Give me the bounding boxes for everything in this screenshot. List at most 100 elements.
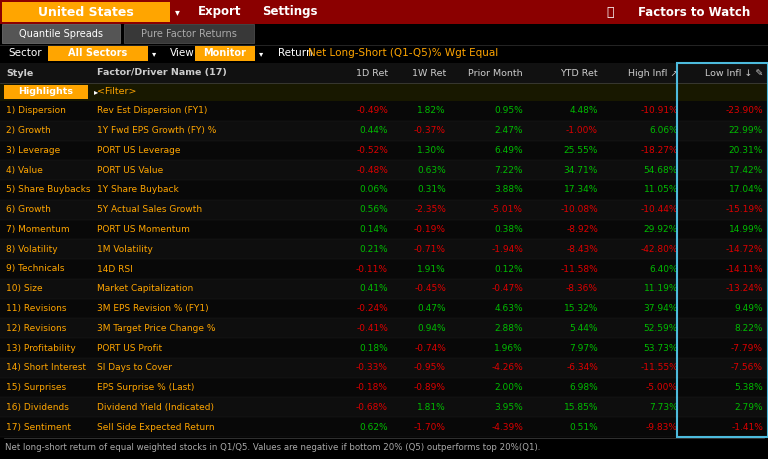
Text: 4.48%: 4.48%	[570, 106, 598, 115]
Text: Sector: Sector	[8, 49, 41, 58]
Text: -0.95%: -0.95%	[414, 364, 446, 372]
Bar	[48, 46, 148, 61]
Bar	[0, 180, 768, 200]
Text: 13) Profitability: 13) Profitability	[6, 343, 76, 353]
Text: Net Long-Short (Q1-Q5)% Wgt Equal: Net Long-Short (Q1-Q5)% Wgt Equal	[308, 49, 498, 58]
Bar	[0, 437, 768, 459]
Text: 0.06%: 0.06%	[359, 185, 388, 195]
Bar	[2, 2, 170, 22]
Text: Pure Factor Returns: Pure Factor Returns	[141, 29, 237, 39]
Text: Dividend Yield (Indicated): Dividend Yield (Indicated)	[97, 403, 214, 412]
Bar	[0, 239, 768, 259]
Text: -4.26%: -4.26%	[492, 364, 523, 372]
Text: -0.47%: -0.47%	[491, 284, 523, 293]
Text: View: View	[170, 49, 195, 58]
Text: -11.58%: -11.58%	[560, 264, 598, 274]
Text: -1.70%: -1.70%	[414, 423, 446, 431]
Text: 3) Leverage: 3) Leverage	[6, 146, 60, 155]
Text: 1Y Share Buyback: 1Y Share Buyback	[97, 185, 179, 195]
Text: -10.08%: -10.08%	[560, 205, 598, 214]
Text: Factor/Driver Name (17): Factor/Driver Name (17)	[97, 68, 227, 78]
Text: 15.32%: 15.32%	[564, 304, 598, 313]
Text: 5) Share Buybacks: 5) Share Buybacks	[6, 185, 91, 195]
Text: -5.01%: -5.01%	[491, 205, 523, 214]
Bar	[0, 101, 768, 121]
Text: -1.41%: -1.41%	[731, 423, 763, 431]
Text: -0.68%: -0.68%	[356, 403, 388, 412]
Text: -0.74%: -0.74%	[414, 343, 446, 353]
Text: 25.55%: 25.55%	[564, 146, 598, 155]
Text: 7.97%: 7.97%	[569, 343, 598, 353]
Text: United States: United States	[38, 6, 134, 18]
Text: Monitor: Monitor	[204, 49, 247, 58]
Bar	[2, 24, 120, 43]
Text: 0.94%: 0.94%	[417, 324, 446, 333]
Text: 5.38%: 5.38%	[734, 383, 763, 392]
Text: 0.18%: 0.18%	[359, 343, 388, 353]
Text: 0.63%: 0.63%	[417, 166, 446, 175]
Text: 2) Growth: 2) Growth	[6, 126, 51, 135]
Text: 14) Short Interest: 14) Short Interest	[6, 364, 86, 372]
Text: <Filter>: <Filter>	[97, 88, 137, 96]
Text: 6.98%: 6.98%	[569, 383, 598, 392]
Bar	[0, 417, 768, 437]
Text: Return: Return	[278, 49, 313, 58]
Bar	[0, 299, 768, 319]
Text: Style: Style	[6, 68, 33, 78]
Bar	[677, 63, 768, 437]
Text: 0.95%: 0.95%	[495, 106, 523, 115]
Text: -14.11%: -14.11%	[725, 264, 763, 274]
Text: 0.31%: 0.31%	[417, 185, 446, 195]
Text: 54.68%: 54.68%	[644, 166, 678, 175]
Text: PORT US Profit: PORT US Profit	[97, 343, 162, 353]
Text: 15.85%: 15.85%	[564, 403, 598, 412]
Bar	[4, 85, 88, 99]
Text: -42.80%: -42.80%	[641, 245, 678, 254]
Text: Low Infl ↓ ✎: Low Infl ↓ ✎	[704, 68, 763, 78]
Text: -4.39%: -4.39%	[491, 423, 523, 431]
Bar	[0, 44, 768, 63]
Bar	[0, 200, 768, 219]
Text: ▸: ▸	[94, 88, 98, 96]
Text: 37.94%: 37.94%	[644, 304, 678, 313]
Text: 53.73%: 53.73%	[644, 343, 678, 353]
Text: 52.59%: 52.59%	[644, 324, 678, 333]
Text: -1.00%: -1.00%	[566, 126, 598, 135]
Text: 16) Dividends: 16) Dividends	[6, 403, 69, 412]
Text: 1Y Fwd EPS Growth (FY) %: 1Y Fwd EPS Growth (FY) %	[97, 126, 217, 135]
Text: -15.19%: -15.19%	[725, 205, 763, 214]
Text: 0.51%: 0.51%	[569, 423, 598, 431]
Bar	[0, 63, 768, 83]
Text: 1M Volatility: 1M Volatility	[97, 245, 153, 254]
Text: 2.47%: 2.47%	[495, 126, 523, 135]
Text: 5Y Actual Sales Growth: 5Y Actual Sales Growth	[97, 205, 202, 214]
Text: PORT US Value: PORT US Value	[97, 166, 164, 175]
Bar	[0, 358, 768, 378]
Text: High Infl ↗: High Infl ↗	[627, 68, 678, 78]
Text: 4) Value: 4) Value	[6, 166, 43, 175]
Bar	[0, 24, 768, 44]
Text: 11.19%: 11.19%	[644, 284, 678, 293]
Text: -18.27%: -18.27%	[641, 146, 678, 155]
Text: -11.55%: -11.55%	[641, 364, 678, 372]
Text: -0.24%: -0.24%	[356, 304, 388, 313]
Text: Highlights: Highlights	[18, 88, 74, 96]
Bar	[0, 0, 768, 24]
Text: 9.49%: 9.49%	[734, 304, 763, 313]
Text: 1D Ret: 1D Ret	[356, 68, 388, 78]
Text: Rev Est Dispersion (FY1): Rev Est Dispersion (FY1)	[97, 106, 207, 115]
Text: SI Days to Cover: SI Days to Cover	[97, 364, 172, 372]
Text: Factors to Watch: Factors to Watch	[637, 6, 750, 18]
Text: Quantile Spreads: Quantile Spreads	[19, 29, 103, 39]
Bar	[0, 319, 768, 338]
Text: -0.37%: -0.37%	[414, 126, 446, 135]
Text: 14D RSI: 14D RSI	[97, 264, 133, 274]
Text: 0.21%: 0.21%	[359, 245, 388, 254]
Text: -0.48%: -0.48%	[356, 166, 388, 175]
Text: 14.99%: 14.99%	[729, 225, 763, 234]
Text: 3.95%: 3.95%	[495, 403, 523, 412]
Text: EPS Surprise % (Last): EPS Surprise % (Last)	[97, 383, 194, 392]
Text: 1.91%: 1.91%	[417, 264, 446, 274]
Text: 29.92%: 29.92%	[644, 225, 678, 234]
Text: 34.71%: 34.71%	[564, 166, 598, 175]
